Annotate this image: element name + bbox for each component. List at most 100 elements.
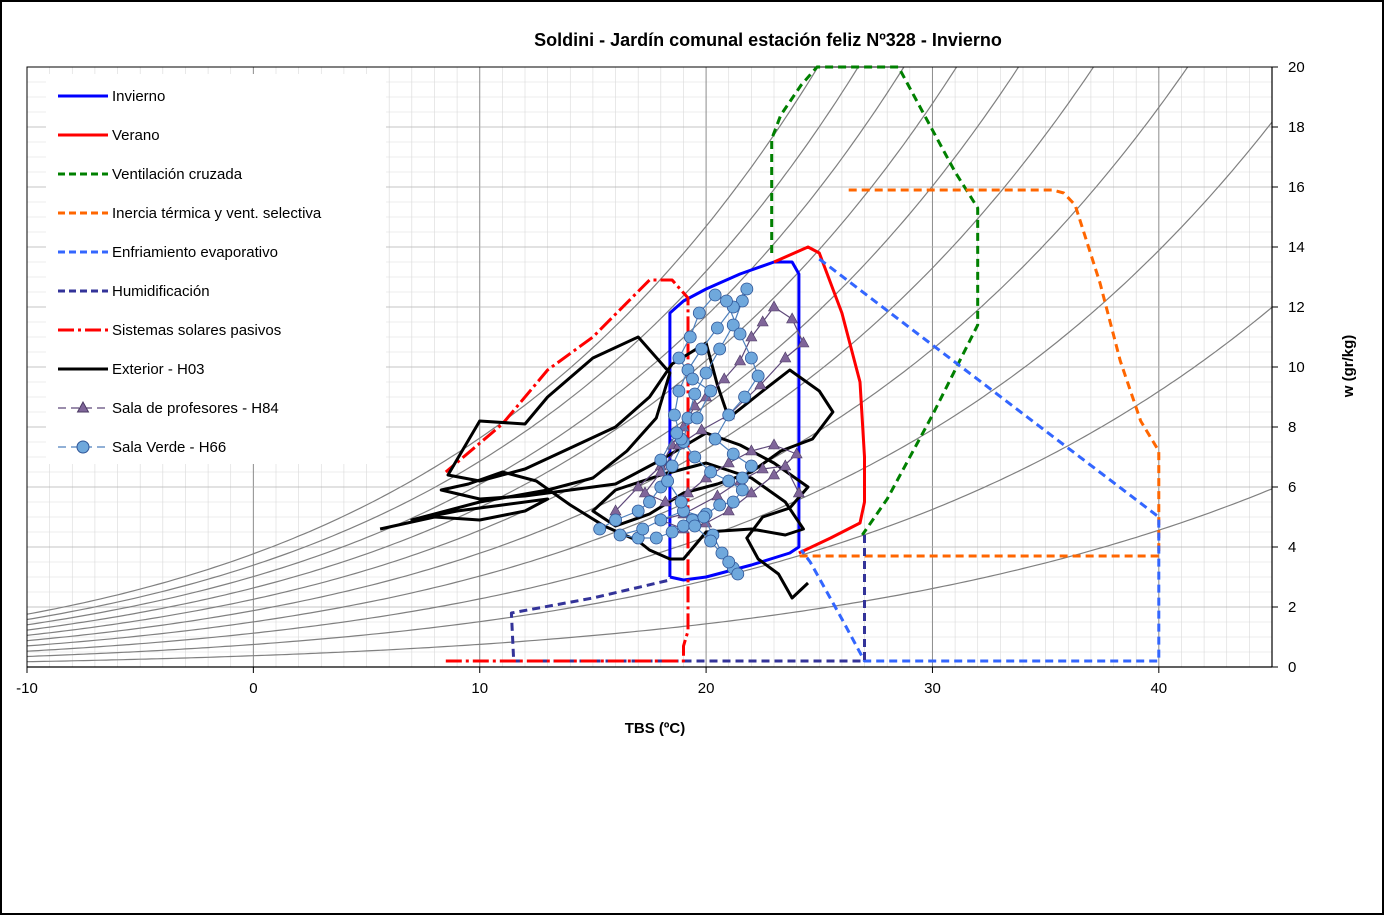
data-point xyxy=(720,294,733,308)
data-point xyxy=(754,378,767,390)
series-line-sistemas-solares-pasivos xyxy=(444,278,690,663)
legend-label: Inercia térmica y vent. selectiva xyxy=(112,205,322,222)
data-point xyxy=(674,495,688,509)
data-point xyxy=(593,522,607,536)
x-axis-title: TBS (ºC) xyxy=(625,720,685,737)
legend-label: Verano xyxy=(112,127,160,144)
data-point xyxy=(745,486,758,498)
data-point xyxy=(711,321,724,335)
data-point xyxy=(713,342,727,356)
data-point xyxy=(715,546,729,560)
data-point xyxy=(767,468,781,480)
rh-curve-20 xyxy=(26,306,1273,658)
y-tick-label: 12 xyxy=(1288,299,1305,316)
circle-marker-icon xyxy=(76,440,90,454)
rh-curve-40 xyxy=(26,66,1189,647)
data-point xyxy=(779,459,792,471)
y-tick-label: 16 xyxy=(1288,179,1305,196)
y-tick-label: 4 xyxy=(1288,539,1296,556)
data-point xyxy=(745,444,758,456)
series-verano xyxy=(773,245,866,555)
x-tick-label: 30 xyxy=(924,680,941,697)
data-point xyxy=(683,330,697,344)
series-line-ventilacion-cruzada xyxy=(770,65,980,536)
series-inercia-termica-y-vent-selectiva xyxy=(796,188,1161,558)
data-point xyxy=(734,354,747,366)
data-point xyxy=(686,372,699,386)
data-point xyxy=(670,426,684,440)
data-point xyxy=(668,408,681,422)
data-point xyxy=(659,495,672,507)
data-point xyxy=(695,342,708,356)
data-point xyxy=(731,567,745,581)
y-axis-title: w (gr/kg) xyxy=(1340,335,1357,399)
series-humidificacion xyxy=(509,535,866,663)
y-tick-label: 20 xyxy=(1288,59,1305,76)
data-point xyxy=(786,312,799,324)
data-point xyxy=(745,330,758,342)
data-point xyxy=(661,474,675,488)
data-point xyxy=(638,486,651,498)
data-point xyxy=(704,384,718,398)
data-point xyxy=(643,495,656,509)
y-tick-label: 2 xyxy=(1288,599,1296,616)
data-point xyxy=(722,504,735,516)
data-point xyxy=(735,294,749,308)
series-line-enfriamiento-evaporativo xyxy=(800,257,1161,663)
data-point xyxy=(790,447,803,459)
data-point xyxy=(704,465,718,479)
legend-item: Exterior - H03 xyxy=(58,361,205,378)
data-point xyxy=(756,315,769,327)
y-tick-label: 18 xyxy=(1288,119,1305,136)
data-point xyxy=(744,351,758,365)
data-point xyxy=(740,282,754,296)
data-point xyxy=(726,447,740,461)
legend-item: Ventilación cruzada xyxy=(58,166,243,183)
legend-label: Invierno xyxy=(112,88,165,105)
data-point xyxy=(722,408,736,422)
x-tick-label: 40 xyxy=(1150,680,1167,697)
y-tick-label: 0 xyxy=(1288,659,1296,676)
rh-curve-10 xyxy=(26,488,1273,663)
y-tick-label: 10 xyxy=(1288,359,1305,376)
data-point xyxy=(613,528,627,542)
series-sistemas-solares-pasivos xyxy=(444,278,690,663)
data-point xyxy=(609,513,622,527)
legend-item: Humidificación xyxy=(58,283,210,300)
data-point xyxy=(690,411,704,425)
data-point xyxy=(677,519,690,533)
rh-curve-100 xyxy=(26,66,819,615)
legend-item: Verano xyxy=(58,127,160,144)
data-point xyxy=(738,390,751,404)
legend: Invierno Verano Ventilación cruzada Inercia… xyxy=(46,74,386,464)
legend-item: Enfriamiento evaporativo xyxy=(58,244,278,261)
series-sala-de-profesores-h84 xyxy=(609,300,810,534)
legend-label: Humidificación xyxy=(112,283,210,300)
data-point xyxy=(713,498,727,512)
series-line-humidificacion xyxy=(509,535,866,663)
data-point xyxy=(767,438,781,450)
data-point xyxy=(636,522,650,536)
legend-label: Exterior - H03 xyxy=(112,361,205,378)
data-point xyxy=(697,510,711,524)
chart-title: Soldini - Jardín comunal estación feliz … xyxy=(534,30,1002,50)
rh-curve-90 xyxy=(26,66,859,621)
legend-box xyxy=(46,74,386,464)
data-point xyxy=(779,351,792,363)
data-point xyxy=(751,369,765,383)
data-point xyxy=(767,300,781,312)
data-point xyxy=(722,555,736,569)
data-point xyxy=(672,384,686,398)
legend-item: Inercia térmica y vent. selectiva xyxy=(58,205,322,222)
series-enfriamiento-evaporativo xyxy=(800,257,1161,663)
data-point xyxy=(735,483,749,497)
x-tick-label: 10 xyxy=(471,680,488,697)
data-point xyxy=(631,504,645,518)
y-tick-label: 6 xyxy=(1288,479,1296,496)
data-point xyxy=(718,372,731,384)
series-layer xyxy=(379,65,1161,663)
rh-curve-50 xyxy=(26,66,1094,642)
data-point xyxy=(654,453,668,467)
data-point xyxy=(688,519,702,533)
data-point xyxy=(726,318,740,332)
